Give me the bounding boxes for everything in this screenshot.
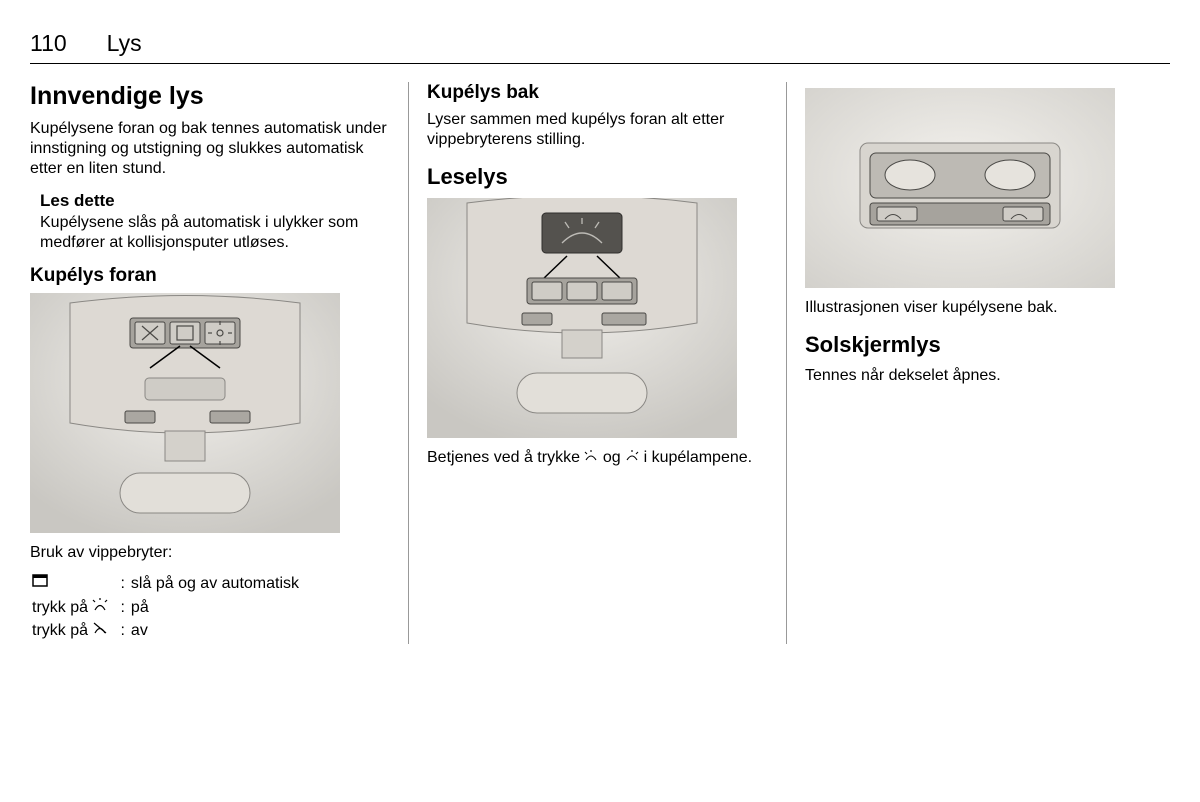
leselys-text: Betjenes ved å trykke og i kupé­lampene. <box>427 448 768 468</box>
note-text: Kupélysene slås på automatisk i ulykker … <box>40 213 390 253</box>
intro-paragraph: Kupélysene foran og bak tennes automatis… <box>30 119 390 179</box>
switch-row-off: trykk på : av <box>32 620 305 642</box>
press-label-off: trykk på <box>32 622 88 639</box>
heading-innvendige-lys: Innvendige lys <box>30 82 390 111</box>
switch-table: : slå på og av automa­tisk trykk på : på… <box>30 571 307 644</box>
reading-light-left-icon <box>584 448 598 468</box>
page-number: 110 <box>30 30 67 57</box>
figure-rear-courtesy-light <box>805 88 1115 288</box>
chapter-title: Lys <box>107 30 142 57</box>
heading-kupelys-bak: Kupélys bak <box>427 82 768 104</box>
switch-off-text: av <box>131 620 305 642</box>
switch-row-auto: : slå på og av automa­tisk <box>32 573 305 595</box>
door-icon <box>32 573 50 595</box>
press-label-on: trykk på <box>32 599 88 616</box>
note-title: Les dette <box>40 191 390 211</box>
switch-on-text: på <box>131 597 305 619</box>
heading-solskjermlys: Solskjermlys <box>805 332 1146 358</box>
switch-row-on: trykk på : på <box>32 597 305 619</box>
leselys-text-pre: Betjenes ved å trykke <box>427 449 584 466</box>
leselys-text-post: i kupé­lampene. <box>644 449 753 466</box>
heading-leselys: Leselys <box>427 164 768 190</box>
light-off-icon <box>92 620 108 642</box>
column-1: Innvendige lys Kupélysene foran og bak t… <box>30 82 408 644</box>
note-box: Les dette Kupélysene slås på automatisk … <box>30 187 390 257</box>
leselys-text-mid: og <box>603 449 625 466</box>
content-columns: Innvendige lys Kupélysene foran og bak t… <box>30 82 1170 644</box>
heading-kupelys-foran: Kupélys foran <box>30 265 390 287</box>
column-3: Illustrasjonen viser kupélysene bak. Sol… <box>786 82 1164 644</box>
kupelys-bak-text: Lyser sammen med kupélys foran alt etter… <box>427 110 768 150</box>
column-2: Kupélys bak Lyser sammen med kupélys for… <box>408 82 786 644</box>
figure-reading-lights <box>427 198 737 438</box>
switch-intro: Bruk av vippebryter: <box>30 543 390 563</box>
page-header: 110 Lys <box>30 30 1170 64</box>
reading-light-right-icon <box>625 448 639 468</box>
rear-light-caption: Illustrasjonen viser kupélysene bak. <box>805 298 1146 318</box>
solskjermlys-text: Tennes når dekselet åpnes. <box>805 366 1146 386</box>
switch-auto-text: slå på og av automa­tisk <box>131 573 305 595</box>
figure-front-courtesy-light <box>30 293 340 533</box>
light-on-icon <box>92 597 108 619</box>
